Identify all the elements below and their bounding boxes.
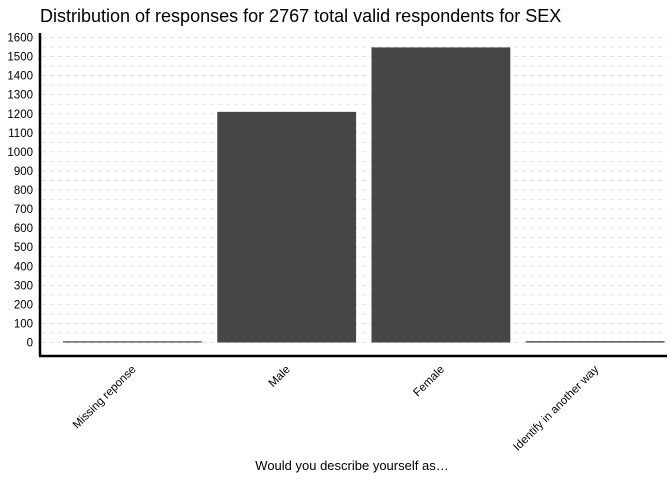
x-axis-ticks: Missing reponse Male Female Identify in ano… xyxy=(71,363,602,453)
y-tick-label: 500 xyxy=(14,242,33,254)
y-tick-label: 900 xyxy=(14,166,33,178)
y-tick-label: 400 xyxy=(14,261,33,273)
chart-title: Distribution of responses for 2767 total… xyxy=(40,6,561,26)
bar-identify-in-another-way xyxy=(525,341,665,343)
y-tick-label: 600 xyxy=(14,223,33,235)
y-tick-label: 1500 xyxy=(7,52,33,64)
y-tick-label: 800 xyxy=(14,185,33,197)
bar-male xyxy=(217,111,357,343)
y-tick-label: 1600 xyxy=(7,33,33,45)
y-tick-label: 100 xyxy=(14,318,33,330)
bar-female xyxy=(371,47,511,343)
y-tick-label: 0 xyxy=(27,338,33,350)
x-tick-label: Female xyxy=(411,364,447,400)
y-tick-label: 1400 xyxy=(7,71,33,83)
y-tick-label: 700 xyxy=(14,204,33,216)
y-tick-label: 1000 xyxy=(7,147,33,159)
y-tick-label: 300 xyxy=(14,280,33,292)
x-tick-label: Identify in another way xyxy=(511,363,601,453)
x-tick-label: Male xyxy=(267,364,293,390)
y-axis-ticks: 0 100 200 300 400 500 600 700 800 900 1000 1100 1200… xyxy=(7,33,33,350)
y-tick-label: 1200 xyxy=(7,109,33,121)
y-tick-label: 200 xyxy=(14,299,33,311)
y-tick-label: 1100 xyxy=(8,128,33,140)
y-tick-label: 1300 xyxy=(7,90,33,102)
x-tick-label: Missing reponse xyxy=(71,364,139,432)
bar-missing-reponse xyxy=(63,341,202,343)
bars xyxy=(63,47,665,343)
x-axis-label: Would you describe yourself as… xyxy=(255,458,448,473)
